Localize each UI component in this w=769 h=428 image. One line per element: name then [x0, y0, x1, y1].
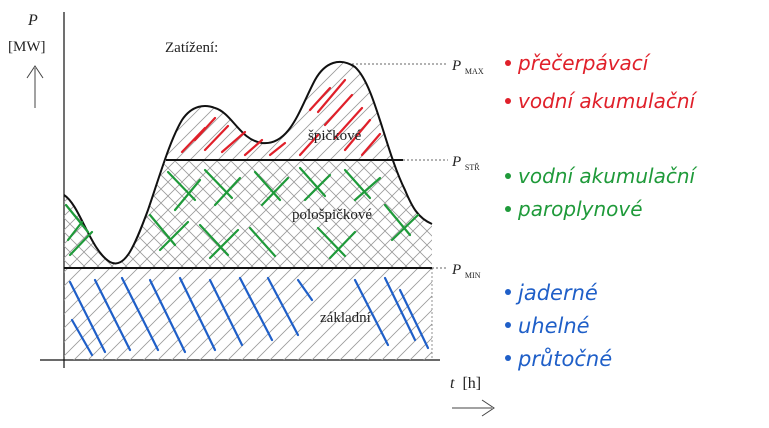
p-max-sub: MAX: [465, 67, 484, 76]
blue-notes: jaderné uhelné průtočné: [505, 281, 612, 371]
y-axis-unit: [MW]: [8, 39, 46, 55]
region-label-semi-peak: pološpičkové: [292, 207, 372, 223]
chart-title: Zatížení:: [165, 40, 218, 56]
red-bullet-2: [505, 98, 511, 104]
blue-bullet-1: [505, 289, 511, 295]
red-notes: přečerpávací vodní akumulační: [505, 51, 698, 113]
y-axis-label: P: [27, 12, 38, 29]
blue-note-3: průtočné: [517, 346, 612, 371]
peak-region: [64, 61, 432, 160]
load-curve: [63, 60, 433, 265]
green-note-1: vodní akumulační: [518, 164, 698, 188]
blue-hatch-strokes: [68, 276, 430, 357]
blue-note-2: uhelné: [518, 314, 590, 338]
y-up-arrow: [26, 65, 44, 108]
green-notes: vodní akumulační paroplynové: [505, 164, 698, 221]
x-axis-unit: [h]: [462, 375, 481, 392]
region-label-base: základní: [320, 310, 371, 326]
red-note-2: vodní akumulační: [518, 89, 698, 113]
blue-note-1: jaderné: [515, 281, 598, 305]
green-note-2: paroplynové: [517, 197, 643, 221]
red-bullet-1: [505, 60, 511, 66]
base-load-region: [64, 268, 432, 360]
p-min-label: P MIN: [451, 262, 481, 280]
blue-bullet-3: [505, 355, 511, 361]
p-max-label: P MAX: [451, 58, 484, 76]
red-note-1: přečerpávací: [517, 51, 651, 75]
p-str-label: P STŘ: [451, 154, 480, 172]
blue-bullet-2: [505, 322, 511, 328]
x-right-arrow: [452, 399, 495, 417]
green-bullet-1: [505, 173, 511, 179]
p-str-sub: STŘ: [465, 162, 480, 172]
p-max-symbol: P: [451, 58, 461, 74]
p-str-symbol: P: [451, 154, 461, 170]
x-axis-symbol: t: [450, 375, 455, 392]
p-min-symbol: P: [451, 262, 461, 278]
region-label-peak: špičkové: [308, 128, 362, 144]
green-hatch-strokes: [64, 166, 420, 260]
semi-peak-region: [64, 160, 432, 268]
x-axis-label: t [h]: [450, 375, 481, 392]
red-hatch-strokes: [180, 78, 382, 157]
green-bullet-2: [505, 206, 511, 212]
p-min-sub: MIN: [465, 271, 481, 280]
